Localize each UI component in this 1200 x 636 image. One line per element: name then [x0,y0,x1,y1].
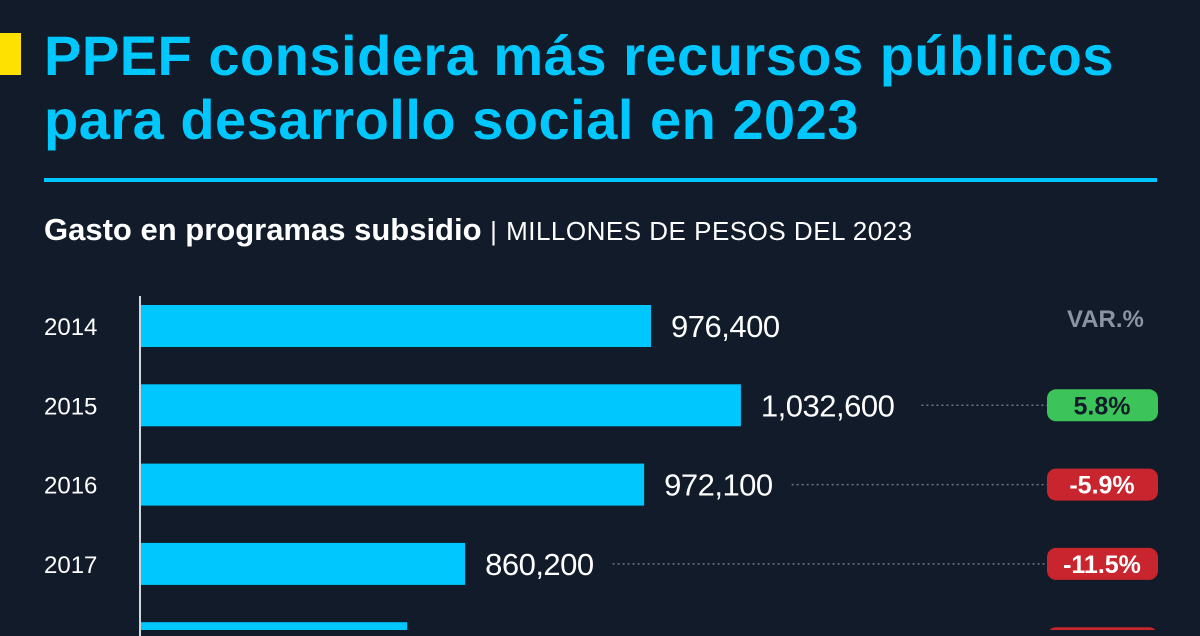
bar [140,305,651,347]
variation-label: -5.9% [1069,472,1134,500]
variation-label: 5.8% [1074,392,1131,420]
chart-subtitle: Gasto en programas subsidio | MILLONES D… [44,212,913,248]
value-label: 972,100 [664,468,773,503]
year-label: 2017 [44,552,97,579]
bar [140,542,466,585]
chart-title: PPEF considera más recursos públicos par… [44,24,1114,151]
year-label: 2015 [44,393,97,420]
bar [140,622,408,630]
variation-label: -11.5% [1063,551,1141,579]
year-label: 2014 [44,314,97,341]
title-divider [44,178,1157,182]
separator: | [490,216,498,246]
variation-pill [1047,468,1158,501]
y-axis-line [139,296,141,636]
year-label: 2016 [44,473,97,500]
bar [140,384,741,427]
variation-pill [1047,547,1158,580]
subtitle: Gasto en programas subsidio [44,212,482,247]
value-label: 976,400 [671,309,780,344]
units-label: MILLONES DE PESOS DEL 2023 [506,216,913,246]
accent-bar [0,33,21,75]
value-label: 860,200 [485,547,594,582]
variation-pill [1049,627,1156,630]
variation-pill [1047,389,1158,422]
bar [140,463,645,506]
value-label: 1,032,600 [761,388,895,423]
var-header: VAR.% [1067,306,1144,333]
